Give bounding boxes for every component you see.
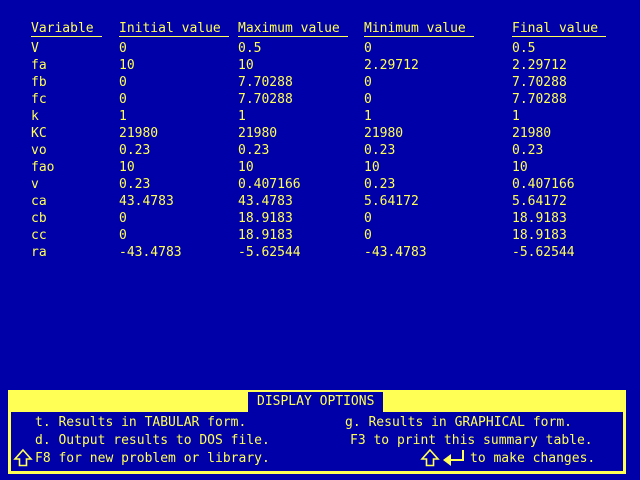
table-row: fb 0 7.70288 0 7.70288 [0, 74, 640, 91]
table-row: k 1 1 1 1 [0, 108, 640, 125]
cell-final: 0.5 [512, 41, 536, 56]
cell-variable: cc [31, 228, 47, 243]
cell-maximum: 7.70288 [238, 92, 293, 107]
table-row: fc 0 7.70288 0 7.70288 [0, 91, 640, 108]
table-row: V 0 0.5 0 0.5 [0, 40, 640, 57]
cell-maximum: 10 [238, 58, 254, 73]
cell-variable: k [31, 109, 39, 124]
cell-initial: 0.23 [119, 143, 151, 158]
cell-minimum: 0 [364, 228, 372, 243]
table-row: ra -43.4783 -5.62544 -43.4783 -5.62544 [0, 244, 640, 261]
cell-maximum: 7.70288 [238, 75, 293, 90]
cell-final: 18.9183 [512, 211, 567, 226]
option-enter-make-changes[interactable]: to make changes. [470, 451, 596, 466]
cell-variable: V [31, 41, 39, 56]
cell-final: 18.9183 [512, 228, 567, 243]
cell-minimum: -43.4783 [364, 245, 427, 260]
cell-final: 7.70288 [512, 92, 567, 107]
cell-initial: 43.4783 [119, 194, 174, 209]
cell-variable: KC [31, 126, 47, 141]
cell-minimum: 10 [364, 160, 380, 175]
cell-initial: 0 [119, 92, 127, 107]
column-header-minimum: Minimum value [364, 20, 512, 37]
cell-initial: 0 [119, 228, 127, 243]
option-output-dos-file[interactable]: d. Output results to DOS file. [35, 433, 270, 448]
cell-variable: fc [31, 92, 47, 107]
cell-variable: fa [31, 58, 47, 73]
cell-maximum: 18.9183 [238, 211, 293, 226]
cell-variable: fb [31, 75, 47, 90]
cell-final: 7.70288 [512, 75, 567, 90]
cell-initial: -43.4783 [119, 245, 182, 260]
cell-initial: 0 [119, 75, 127, 90]
cell-variable: cb [31, 211, 47, 226]
cell-minimum: 0.23 [364, 143, 396, 158]
cell-maximum: 18.9183 [238, 228, 293, 243]
cell-minimum: 0 [364, 211, 372, 226]
cell-maximum: 0.23 [238, 143, 270, 158]
table-header-row: Variable Initial value Maximum value Min… [0, 20, 640, 37]
cell-maximum: 0.5 [238, 41, 262, 56]
cell-minimum: 0 [364, 41, 372, 56]
cell-final: 2.29712 [512, 58, 567, 73]
cell-initial: 1 [119, 109, 127, 124]
table-row: fa 10 10 2.29712 2.29712 [0, 57, 640, 74]
cell-variable: fao [31, 160, 55, 175]
cell-minimum: 0.23 [364, 177, 396, 192]
cell-initial: 0.23 [119, 177, 151, 192]
cell-minimum: 21980 [364, 126, 404, 141]
column-header-initial: Initial value [119, 20, 238, 37]
option-graphical-results[interactable]: g. Results in GRAPHICAL form. [345, 415, 572, 430]
enter-icon [439, 449, 467, 467]
cell-maximum: 0.407166 [238, 177, 301, 192]
cell-minimum: 0 [364, 75, 372, 90]
table-body: V 0 0.5 0 0.5 fa 10 10 2.29712 2.29712 fb 0 7.70288 0… [0, 40, 640, 261]
cell-minimum: 5.64172 [364, 194, 419, 209]
table-row: cc 0 18.9183 0 18.9183 [0, 227, 640, 244]
cell-minimum: 1 [364, 109, 372, 124]
cell-final: 0.407166 [512, 177, 575, 192]
cell-final: -5.62544 [512, 245, 575, 260]
column-header-maximum: Maximum value [238, 20, 364, 37]
cell-final: 5.64172 [512, 194, 567, 209]
panel-title: DISPLAY OPTIONS [248, 392, 384, 412]
cell-initial: 0 [119, 211, 127, 226]
display-options-panel: DISPLAY OPTIONS t. Results in TABULAR fo… [8, 390, 626, 474]
cell-final: 10 [512, 160, 528, 175]
cell-initial: 10 [119, 58, 135, 73]
shift-icon [13, 448, 33, 468]
table-row: ca 43.4783 43.4783 5.64172 5.64172 [0, 193, 640, 210]
column-header-variable: Variable [31, 20, 119, 37]
cell-maximum: 43.4783 [238, 194, 293, 209]
results-summary-table: Variable Initial value Maximum value Min… [0, 20, 640, 261]
table-row: cb 0 18.9183 0 18.9183 [0, 210, 640, 227]
cell-variable: ra [31, 245, 47, 260]
panel-options-area: t. Results in TABULAR form. d. Output re… [11, 412, 623, 471]
cell-final: 0.23 [512, 143, 544, 158]
table-row: fao 10 10 10 10 [0, 159, 640, 176]
cell-variable: vo [31, 143, 47, 158]
cell-minimum: 0 [364, 92, 372, 107]
option-f8-new-problem[interactable]: F8 for new problem or library. [35, 451, 270, 466]
cell-variable: ca [31, 194, 47, 209]
cell-initial: 21980 [119, 126, 159, 141]
column-header-final: Final value [512, 20, 640, 37]
option-f3-print-summary[interactable]: F3 to print this summary table. [350, 433, 593, 448]
cell-variable: v [31, 177, 39, 192]
cell-maximum: 1 [238, 109, 246, 124]
cell-final: 21980 [512, 126, 552, 141]
table-row: KC 21980 21980 21980 21980 [0, 125, 640, 142]
option-tabular-results[interactable]: t. Results in TABULAR form. [35, 415, 247, 430]
cell-maximum: -5.62544 [238, 245, 301, 260]
table-row: vo 0.23 0.23 0.23 0.23 [0, 142, 640, 159]
table-row: v 0.23 0.407166 0.23 0.407166 [0, 176, 640, 193]
cell-minimum: 2.29712 [364, 58, 419, 73]
cell-initial: 0 [119, 41, 127, 56]
shift-icon [420, 448, 440, 468]
cell-maximum: 21980 [238, 126, 278, 141]
cell-final: 1 [512, 109, 520, 124]
cell-maximum: 10 [238, 160, 254, 175]
cell-initial: 10 [119, 160, 135, 175]
